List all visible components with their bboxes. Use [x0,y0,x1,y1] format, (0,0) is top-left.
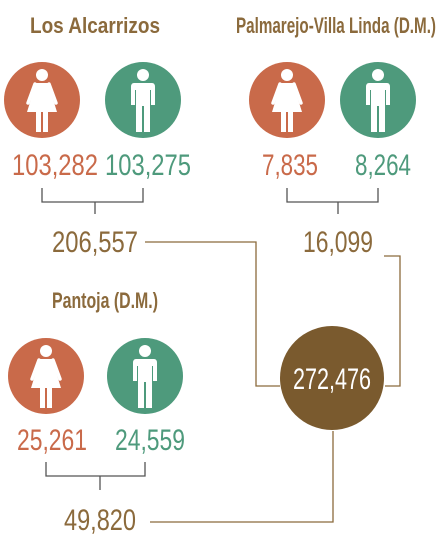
region-total: 49,820 [64,504,136,537]
bracket [286,188,379,214]
bracket [45,462,146,490]
male-count: 8,264 [355,149,411,182]
region-total: 206,557 [52,226,138,259]
bracket [41,188,144,214]
female-count: 7,835 [262,149,318,182]
connector [150,431,334,523]
region-total: 16,099 [303,226,373,259]
region-pantoja: Pantoja (D.M.) 25,261 24,559 49,820 [8,288,185,537]
region-title: Palmarejo-Villa Linda (D.M.) [236,13,436,38]
male-count: 103,275 [105,149,191,182]
connector [145,241,280,387]
connector [384,255,401,387]
male-count: 24,559 [115,424,185,457]
female-count: 103,282 [12,149,98,182]
grand-total: 272,476 [293,363,371,396]
grand-total-circle [280,326,384,430]
region-palmarejo: Palmarejo-Villa Linda (D.M.) 7,835 8,264… [236,13,436,259]
region-title: Pantoja (D.M.) [52,288,158,313]
region-los-alcarrizos: Los Alcarrizos 103,282 103,275 206,557 [4,13,191,259]
female-count: 25,261 [17,424,87,457]
region-title: Los Alcarrizos [30,13,160,38]
